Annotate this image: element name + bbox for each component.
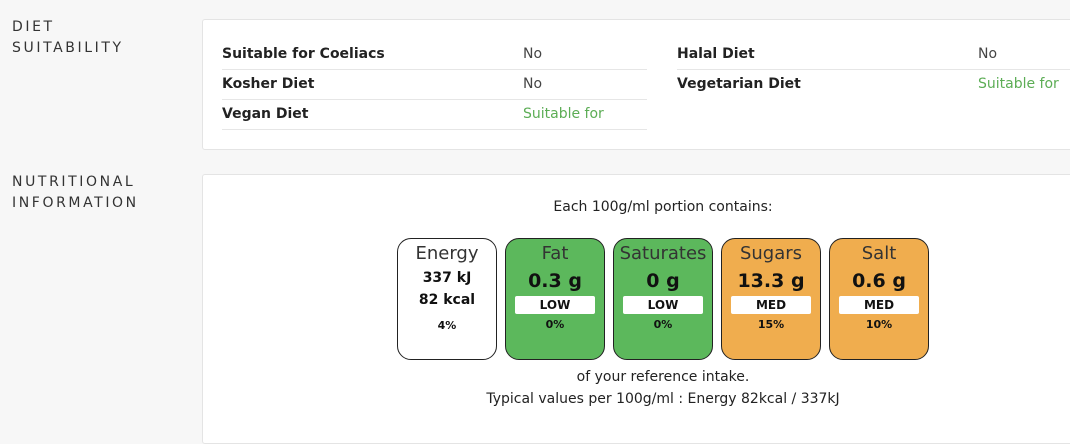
level-badge: MED — [731, 296, 811, 314]
saturates-tile: Saturates 0 g LOW 0% — [613, 238, 713, 360]
level-badge: LOW — [515, 296, 595, 314]
typical-values-text: Typical values per 100g/ml : Energy 82kc… — [486, 391, 840, 407]
diet-heading-line-1: DIET — [12, 19, 55, 35]
tile-name: Sugars — [739, 243, 803, 264]
diet-value: No — [978, 46, 998, 62]
diet-value-suitable: Suitable for — [978, 76, 1059, 92]
diet-value: No — [523, 46, 543, 62]
energy-kcal: 82 kcal — [418, 292, 476, 308]
diet-label: Suitable for Coeliacs — [222, 46, 385, 62]
energy-kj: 337 kJ — [422, 270, 472, 286]
tile-percent: 0% — [545, 318, 565, 331]
level-badge: LOW — [623, 296, 703, 314]
nutrition-heading-line-1: NUTRITIONAL — [12, 174, 136, 190]
diet-row-vegan: Vegan Diet Suitable for — [222, 100, 647, 130]
tile-amount: 13.3 g — [737, 270, 805, 292]
diet-value-suitable: Suitable for — [523, 106, 604, 122]
energy-percent: 4% — [437, 319, 457, 332]
sugars-tile: Sugars 13.3 g MED 15% — [721, 238, 821, 360]
diet-heading-line-2: SUITABILITY — [12, 40, 124, 56]
salt-tile: Salt 0.6 g MED 10% — [829, 238, 929, 360]
diet-row-kosher: Kosher Diet No — [222, 70, 647, 100]
energy-name: Energy — [415, 243, 479, 264]
level-badge: MED — [839, 296, 919, 314]
diet-label: Vegan Diet — [222, 106, 309, 122]
tile-amount: 0 g — [646, 270, 680, 292]
diet-row-halal: Halal Diet No — [677, 40, 1070, 70]
tile-name: Salt — [861, 243, 897, 264]
tile-name: Fat — [541, 243, 569, 264]
diet-value: No — [523, 76, 543, 92]
nutrition-tiles: Energy 337 kJ 82 kcal 4% Fat 0.3 g LOW 0… — [397, 238, 937, 360]
tile-name: Saturates — [619, 243, 707, 264]
diet-column-left: Suitable for Coeliacs No Kosher Diet No … — [222, 40, 647, 130]
diet-label: Halal Diet — [677, 46, 755, 62]
portion-text: Each 100g/ml portion contains: — [553, 199, 773, 215]
tile-percent: 10% — [865, 318, 893, 331]
tile-percent: 15% — [757, 318, 785, 331]
diet-column-right: Halal Diet No Vegetarian Diet Suitable f… — [677, 40, 1070, 100]
tile-amount: 0.6 g — [852, 270, 906, 292]
reference-intake-text: of your reference intake. — [576, 369, 750, 385]
diet-label: Vegetarian Diet — [677, 76, 801, 92]
diet-suitability-heading: DIET SUITABILITY — [12, 17, 124, 59]
nutrition-heading-line-2: INFORMATION — [12, 195, 139, 211]
energy-tile: Energy 337 kJ 82 kcal 4% — [397, 238, 497, 360]
fat-tile: Fat 0.3 g LOW 0% — [505, 238, 605, 360]
tile-amount: 0.3 g — [528, 270, 582, 292]
diet-suitability-card: Suitable for Coeliacs No Kosher Diet No … — [202, 19, 1070, 150]
diet-label: Kosher Diet — [222, 76, 315, 92]
nutritional-information-heading: NUTRITIONAL INFORMATION — [12, 172, 139, 214]
nutritional-information-card: Each 100g/ml portion contains: Energy 33… — [202, 174, 1070, 444]
tile-percent: 0% — [653, 318, 673, 331]
diet-row-vegetarian: Vegetarian Diet Suitable for — [677, 70, 1070, 100]
diet-row-coeliacs: Suitable for Coeliacs No — [222, 40, 647, 70]
